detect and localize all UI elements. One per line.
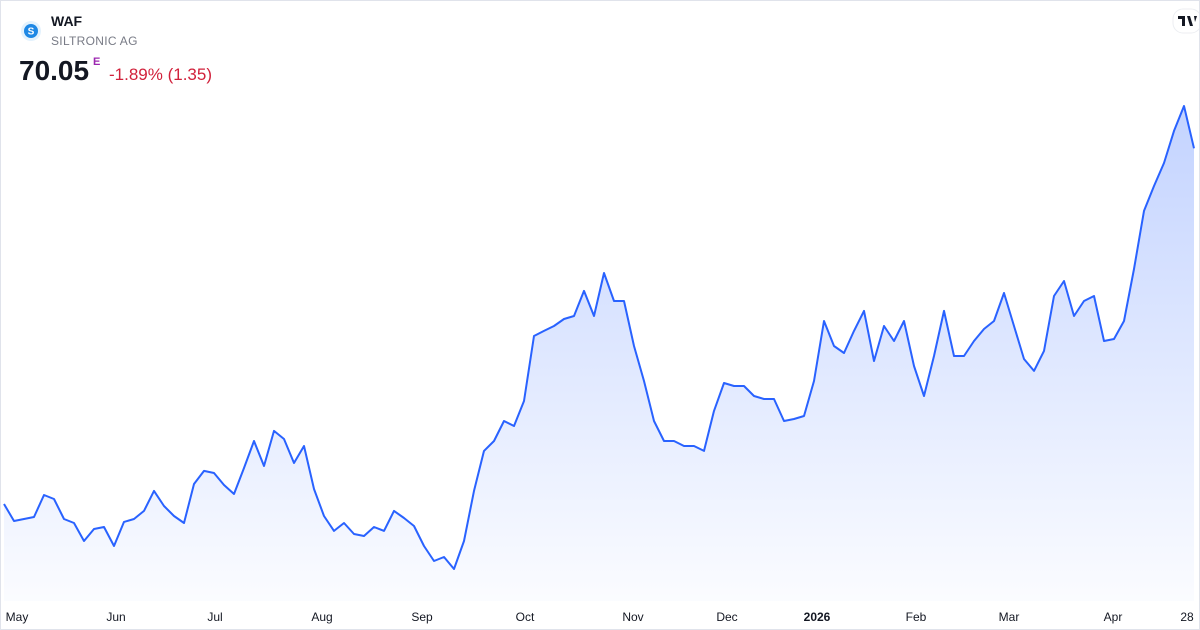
tradingview-logo[interactable] <box>1172 8 1199 34</box>
company-name: SILTRONIC AG <box>51 34 138 48</box>
x-tick-label: Dec <box>716 610 737 624</box>
x-tick-label: Sep <box>411 610 433 624</box>
svg-text:S: S <box>28 27 35 38</box>
x-tick-label: May <box>6 610 29 624</box>
x-tick-label: Apr <box>1104 610 1123 624</box>
price-line <box>3 105 1195 570</box>
x-tick-label: Mar <box>999 610 1020 624</box>
x-tick-label: Feb <box>906 610 927 624</box>
x-tick-label: Jun <box>106 610 125 624</box>
x-tick-label: Jul <box>207 610 222 624</box>
x-tick-label: Nov <box>622 610 643 624</box>
x-tick-label: 28 <box>1180 610 1194 624</box>
symbol: WAF <box>51 13 83 29</box>
exchange-flag: E <box>93 56 101 68</box>
price: 70.05 <box>19 55 90 86</box>
logo: S <box>21 21 41 41</box>
x-tick-label: Oct <box>516 610 535 624</box>
x-tick-label: Aug <box>311 610 332 624</box>
price-change: -1.89% (1.35) <box>109 65 212 84</box>
x-tick-label: 2026 <box>804 610 831 624</box>
area-fill <box>4 106 1194 601</box>
